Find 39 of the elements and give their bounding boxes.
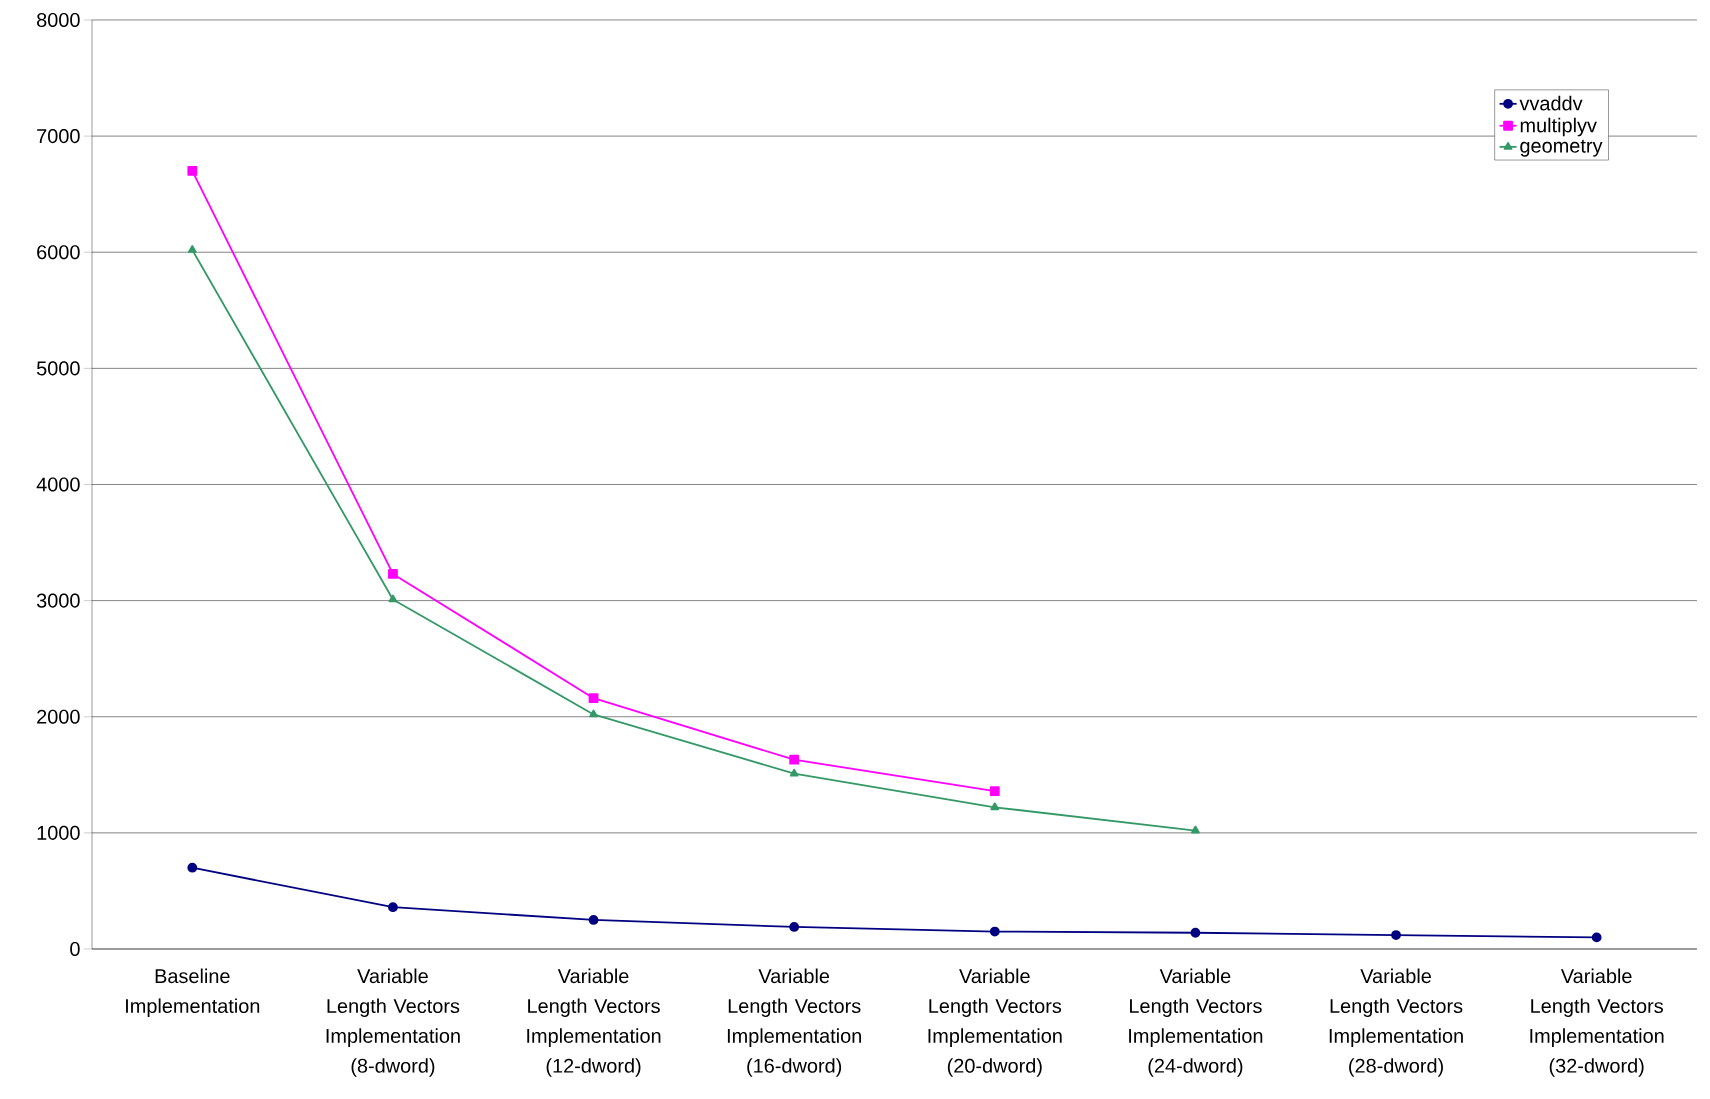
legend-label: multiplyv — [1520, 117, 1597, 137]
x-tick-label: Variable Length Vectors Implementation (8-dword) — [326, 968, 460, 1077]
y-tick-label: 6000 — [37, 245, 80, 260]
x-tick-label: Variable Length Vectors Implementation (28-dword) — [1329, 968, 1463, 1077]
point — [1591, 932, 1602, 943]
point — [388, 594, 398, 603]
y-tick-label: 0 — [70, 941, 80, 957]
point — [1190, 927, 1201, 938]
y-tick-label: 2000 — [37, 709, 80, 724]
x-tick-label: Variable Length Vectors Implementation (24-dword) — [1129, 968, 1263, 1077]
point — [388, 902, 398, 913]
y-tick-label: 3000 — [36, 593, 80, 608]
point — [789, 768, 799, 777]
legend-label: geometry — [1520, 139, 1603, 157]
y-tick-label: 5000 — [36, 361, 80, 376]
y-tick-label: 7000 — [37, 129, 80, 144]
point — [187, 166, 198, 176]
legend-label: vvaddv — [1519, 95, 1583, 111]
point — [187, 245, 197, 253]
point — [1391, 930, 1401, 940]
x-tick-label: Variable Length Vectors Implementation (12-dword) — [527, 968, 661, 1077]
x-tick-label: Baseline Implementation — [126, 968, 260, 1017]
x-tick-label: Variable Length Vectors Implementation (32-dword) — [1530, 968, 1664, 1077]
point — [990, 802, 1000, 811]
point — [589, 709, 598, 718]
x-tick-label: Variable Length Vectors Implementation (20-dword) — [928, 968, 1062, 1077]
point — [989, 926, 1000, 937]
point — [187, 862, 198, 873]
point — [588, 693, 599, 704]
y-tick-label: 1000 — [37, 825, 80, 840]
x-tick-label: Variable Length Vectors Implementation (16-dword) — [727, 968, 861, 1077]
point — [989, 786, 1000, 796]
y-tick-label: 8000 — [37, 12, 80, 28]
point — [588, 915, 599, 925]
point — [1191, 825, 1200, 834]
y-tick-label: 4000 — [36, 477, 80, 492]
point — [789, 754, 800, 765]
point — [789, 922, 800, 932]
point — [388, 569, 398, 579]
